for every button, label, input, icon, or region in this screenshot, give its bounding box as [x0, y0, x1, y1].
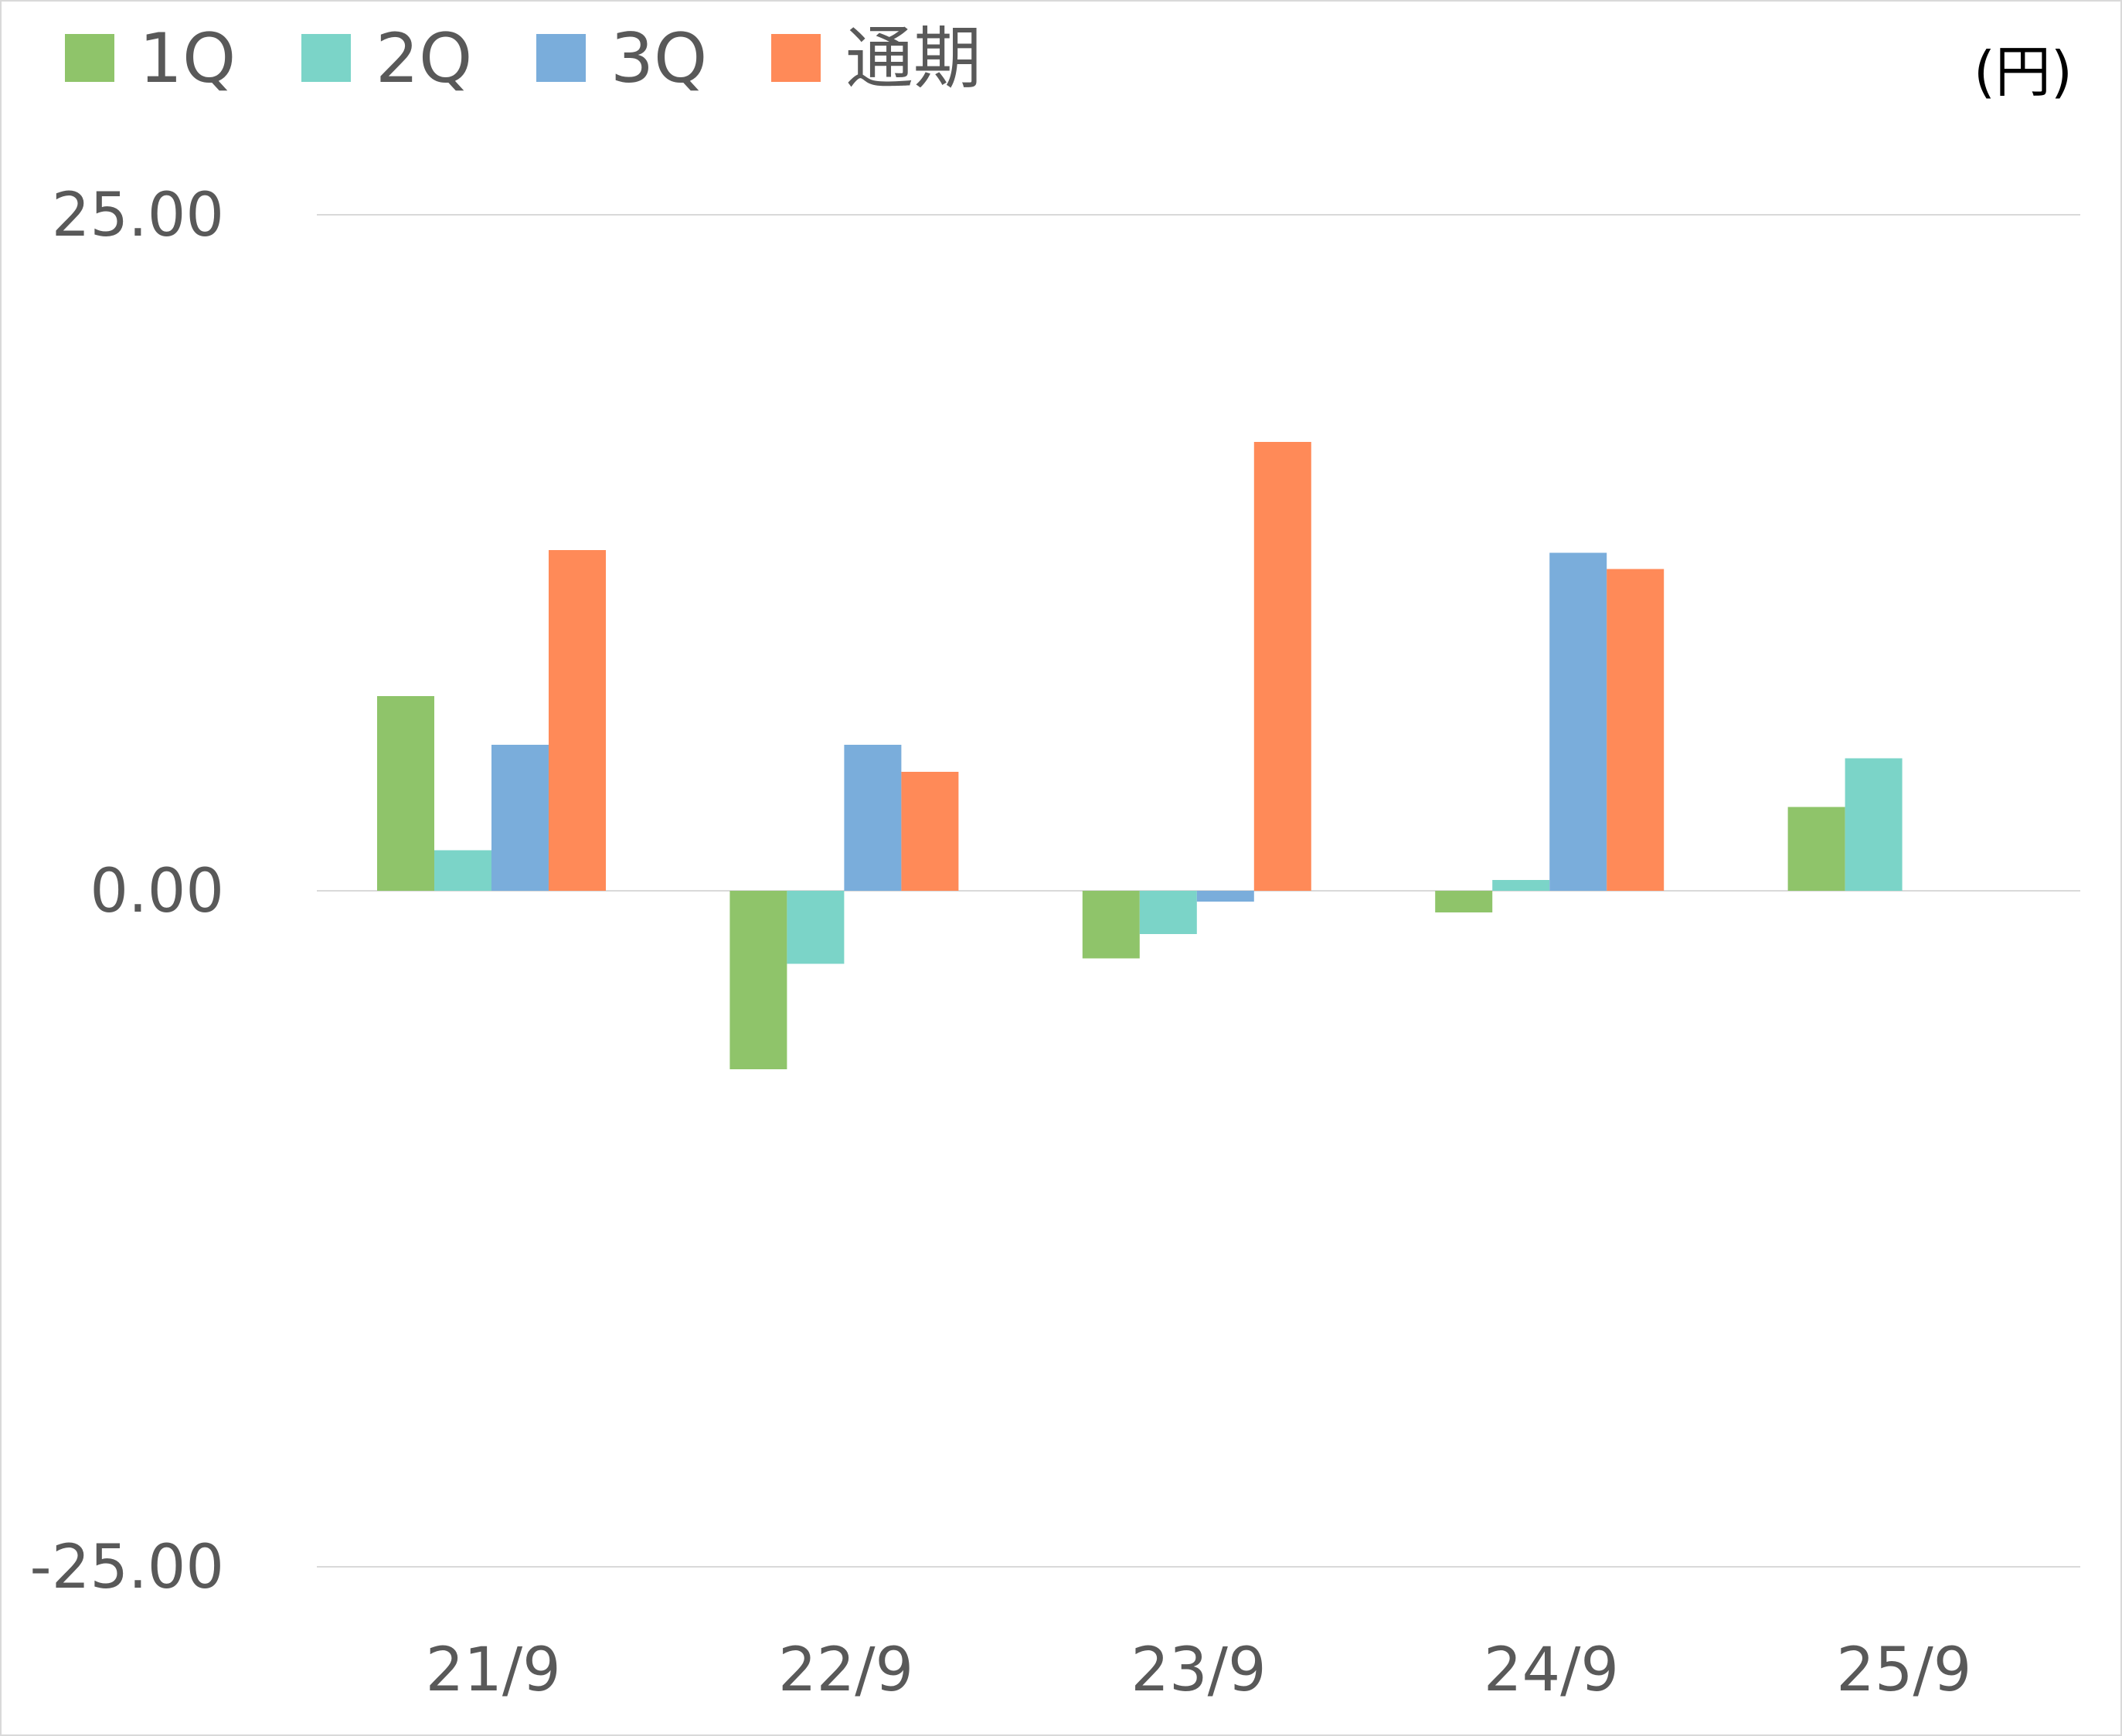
legend-swatch	[301, 34, 351, 82]
bar-1Q-22/9	[729, 891, 787, 1069]
bar-通期-21/9	[549, 550, 606, 891]
bar-3Q-24/9	[1549, 552, 1607, 891]
bar-1Q-25/9	[1787, 807, 1845, 891]
bar-1Q-24/9	[1435, 891, 1493, 912]
legend-label: 3Q	[610, 19, 707, 98]
x-axis-categories: 21/9 22/9 23/9 24/9 25/9	[426, 1636, 1972, 1705]
y-tick-label: 0.00	[90, 857, 224, 926]
y-tick-label: 25.00	[52, 181, 224, 250]
x-category-label: 21/9	[426, 1636, 561, 1705]
x-category-label: 23/9	[1131, 1636, 1266, 1705]
y-tick-label: -25.00	[30, 1533, 224, 1602]
bar-3Q-21/9	[491, 745, 549, 891]
bar-2Q-23/9	[1139, 891, 1197, 934]
legend-swatch	[536, 34, 586, 82]
legend-label: 通期	[845, 19, 981, 98]
legend: 1Q 2Q 3Q 通期	[65, 19, 981, 98]
bar-2Q-24/9	[1492, 880, 1550, 891]
bar-通期-24/9	[1607, 569, 1665, 891]
x-category-label: 24/9	[1484, 1636, 1619, 1705]
unit-label: (円)	[1974, 39, 2073, 104]
bar-通期-22/9	[901, 772, 959, 891]
bar-通期-23/9	[1253, 442, 1311, 891]
bar-1Q-23/9	[1082, 891, 1140, 959]
bar-2Q-21/9	[434, 850, 491, 891]
bar-3Q-23/9	[1196, 891, 1254, 902]
bar-1Q-21/9	[377, 696, 434, 891]
x-category-label: 22/9	[778, 1636, 913, 1705]
legend-swatch	[771, 34, 821, 82]
bar-2Q-25/9	[1845, 758, 1903, 891]
legend-label: 2Q	[376, 19, 472, 98]
y-axis-ticks: 25.00 0.00 -25.00	[30, 181, 224, 1602]
legend-label: 1Q	[139, 19, 236, 98]
legend-swatch	[65, 34, 114, 82]
bar-2Q-22/9	[787, 891, 845, 964]
x-category-label: 25/9	[1836, 1636, 1971, 1705]
bar-3Q-22/9	[844, 745, 902, 891]
bars	[377, 442, 1903, 1069]
